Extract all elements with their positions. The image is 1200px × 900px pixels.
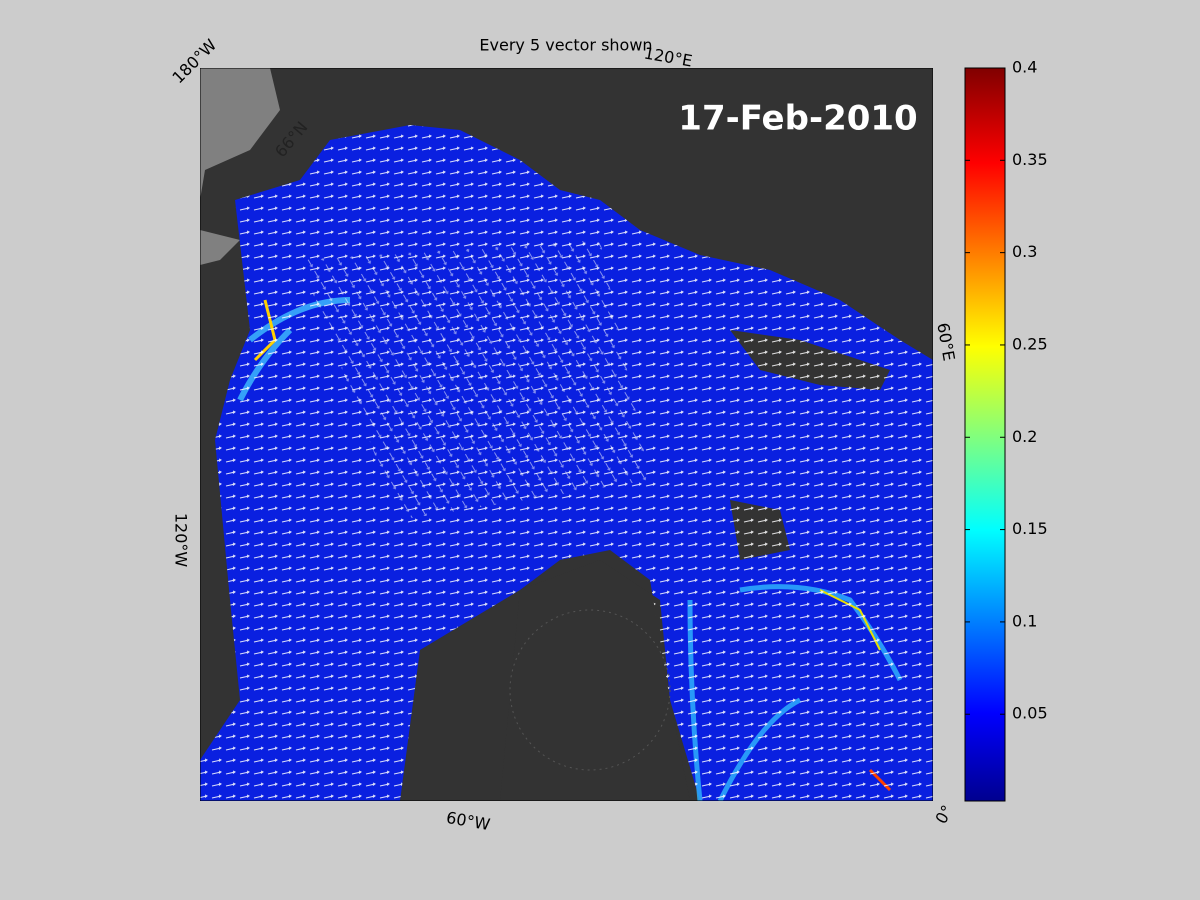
- graticule-label: 120°W: [172, 513, 191, 568]
- colorbar-tick-label: 0.4: [1012, 58, 1037, 77]
- colorbar-tick-label: 0.3: [1012, 242, 1037, 261]
- colorbar-tick-label: 0.15: [1012, 519, 1048, 538]
- colorbar-tick-label: 0.05: [1012, 704, 1048, 723]
- colorbar: [964, 67, 1006, 802]
- colorbar-tick-label: 0.25: [1012, 334, 1048, 353]
- date-label: 17-Feb-2010: [678, 99, 917, 139]
- graticule-label: 60°E: [933, 321, 958, 362]
- map-title: Every 5 vector shown: [479, 36, 652, 55]
- graticule-label: 120°E: [643, 43, 694, 70]
- colorbar-tick-label: 0.2: [1012, 427, 1037, 446]
- map: [200, 68, 933, 801]
- colorbar-tick-label: 0.35: [1012, 150, 1048, 169]
- graticule-label: 60°W: [445, 808, 492, 834]
- graticule-label: 0°: [931, 802, 957, 827]
- colorbar-tick-label: 0.1: [1012, 611, 1037, 630]
